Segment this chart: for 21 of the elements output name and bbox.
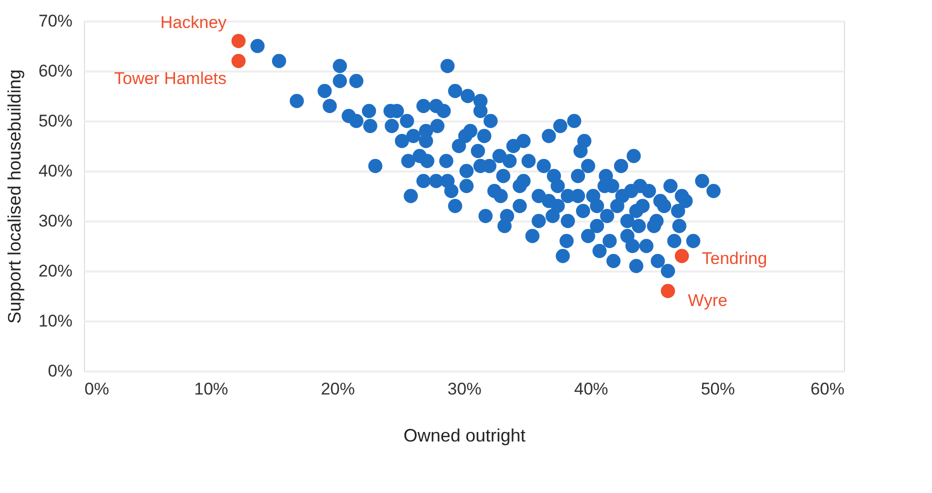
y-tick-label: 20% — [38, 262, 72, 280]
y-tick-label: 60% — [38, 62, 72, 80]
y-axis-title: Support localised housebuilding — [4, 69, 24, 324]
annotation: Tendring — [702, 249, 768, 268]
y-tick-label: 70% — [38, 12, 72, 30]
x-tick-label: 20% — [320, 380, 355, 398]
x-axis-title: Owned outright — [403, 426, 526, 446]
x-tick-label: 30% — [447, 380, 482, 398]
y-tick-label: 0% — [48, 362, 72, 380]
y-tick-label: 10% — [38, 312, 72, 330]
x-tick-label: 50% — [700, 380, 735, 398]
annotation: Tower Hamlets — [114, 69, 227, 88]
y-tick-label: 30% — [38, 212, 72, 230]
annotation: Wyre — [688, 291, 728, 310]
annotation: Hackney — [160, 13, 228, 32]
x-tick-label: 0% — [84, 380, 110, 398]
y-tick-label: 40% — [38, 162, 72, 180]
x-tick-label: 40% — [574, 380, 608, 398]
x-tick-label: 10% — [194, 380, 228, 398]
x-tick-label: 60% — [810, 380, 844, 398]
y-tick-label: 50% — [38, 112, 72, 130]
